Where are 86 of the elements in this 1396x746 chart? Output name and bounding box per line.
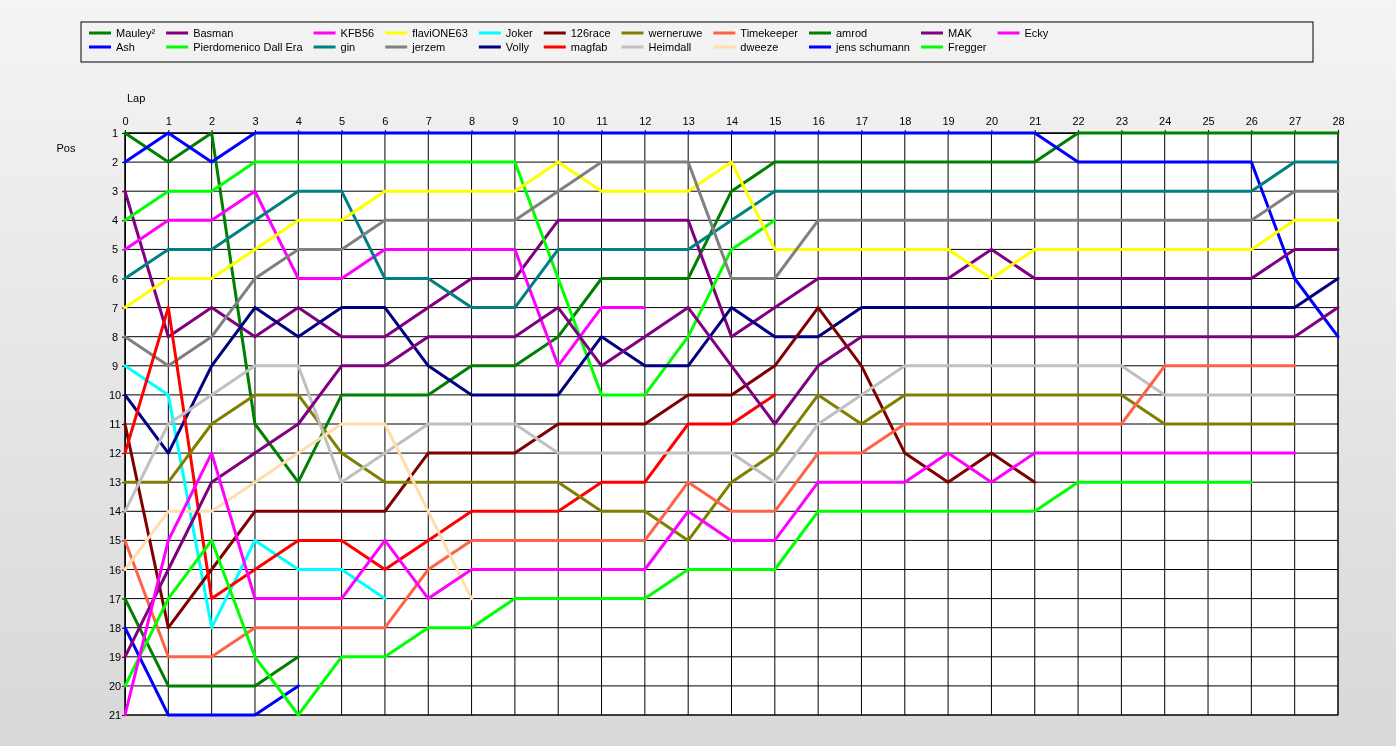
x-axis-title: Lap: [127, 92, 146, 104]
legend-label: KFB56: [340, 27, 375, 39]
legend-label: jerzem: [411, 41, 446, 53]
y-tick-label: 7: [111, 301, 119, 314]
y-tick-label: 20: [108, 679, 122, 692]
y-tick-label: 21: [108, 709, 122, 722]
line-series: [123, 306, 1340, 659]
x-tick-label: 2: [209, 115, 216, 127]
x-tick-label: 16: [812, 115, 825, 127]
x-tick-label: 13: [682, 115, 695, 127]
x-tick-label: 8: [469, 115, 476, 127]
y-tick-label: 15: [108, 534, 122, 547]
legend-label: Ecky: [1024, 27, 1049, 39]
legend-label: Fregger: [948, 41, 987, 53]
y-tick-label: 19: [108, 650, 122, 663]
line-series: [123, 364, 1297, 659]
line-series: [123, 277, 1340, 455]
y-tick-label: 17: [108, 592, 122, 605]
x-tick-label: 27: [1289, 115, 1302, 127]
legend-label: 126race: [570, 27, 611, 39]
y-tick-label: 11: [109, 418, 121, 431]
x-tick-label: 11: [596, 115, 608, 127]
x-tick-label: 22: [1072, 115, 1085, 127]
y-tick-label: 4: [111, 214, 119, 227]
y-tick-label: 1: [111, 127, 119, 140]
x-tick-label: 23: [1115, 115, 1129, 127]
legend-label: Timekeeper: [740, 27, 799, 39]
x-tick-label: 10: [552, 115, 565, 127]
line-series: [123, 393, 1297, 542]
x-tick-label: 9: [512, 115, 519, 127]
legend-label: Pierdomenico Dall Era: [193, 41, 304, 53]
y-tick-label: 8: [111, 330, 119, 343]
x-tick-label: 17: [855, 115, 869, 127]
y-tick-label: 14: [108, 505, 122, 518]
y-tick-label: 6: [111, 272, 119, 285]
line-series: [123, 306, 777, 601]
line-series: [123, 364, 1297, 513]
x-tick-label: 7: [425, 115, 432, 127]
y-axis-title: Pos: [56, 142, 76, 154]
x-tick-label: 15: [769, 115, 782, 127]
legend-label: werneruwe: [647, 27, 703, 39]
y-tick-label: 13: [108, 476, 122, 489]
x-tick-label: 21: [1029, 115, 1042, 127]
y-tick-label: 9: [111, 359, 119, 372]
legend-label: jens schumann: [835, 41, 910, 53]
y-tick-label: 18: [108, 621, 122, 634]
legend-label: magfab: [570, 41, 608, 53]
legend-label: Heimdall: [648, 41, 692, 53]
line-series: [123, 189, 1340, 339]
line-series: [123, 189, 647, 368]
legend-label: amrod: [836, 27, 868, 39]
line-series: [123, 160, 777, 397]
legend-label: Joker: [505, 27, 534, 39]
x-tick-label: 19: [942, 115, 955, 127]
x-tick-label: 20: [985, 115, 999, 127]
y-tick-label: 12: [108, 447, 122, 460]
x-tick-label: 14: [725, 115, 739, 127]
x-tick-label: 24: [1159, 115, 1172, 127]
y-tick-label: 16: [108, 563, 122, 576]
line-series: [123, 422, 474, 601]
legend-label: Basman: [193, 27, 234, 39]
legend-label: flaviONE63: [412, 27, 468, 39]
x-tick-label: 25: [1202, 115, 1215, 127]
legend-label: dweeze: [740, 41, 779, 53]
legend-label: Volly: [505, 41, 530, 53]
y-tick-label: 2: [111, 156, 119, 169]
x-tick-label: 5: [339, 115, 346, 127]
line-series: [123, 160, 1340, 310]
y-tick-label: 5: [111, 243, 119, 256]
x-tick-label: 12: [639, 115, 652, 127]
x-tick-label: 1: [165, 115, 172, 127]
legend-label: gin: [340, 41, 356, 53]
legend-label: MAK: [948, 27, 973, 39]
x-tick-label: 4: [295, 115, 302, 127]
x-tick-label: 28: [1332, 115, 1345, 127]
x-tick-label: 3: [252, 115, 259, 127]
x-tick-label: 0: [122, 115, 129, 127]
x-tick-label: 26: [1245, 115, 1258, 127]
line-series: [123, 306, 1037, 630]
legend-label: Mauley²: [116, 27, 156, 39]
y-tick-label: 10: [108, 388, 122, 401]
x-tick-label: 18: [899, 115, 912, 127]
x-tick-label: 6: [382, 115, 389, 127]
legend-label: Ash: [116, 41, 135, 53]
y-tick-label: 3: [111, 185, 119, 198]
line-series: [123, 160, 1340, 368]
